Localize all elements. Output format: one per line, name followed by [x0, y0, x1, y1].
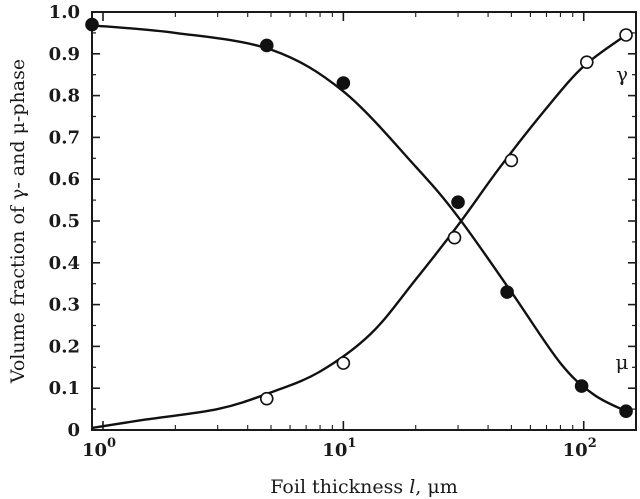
y-tick-label: 0.8 [49, 86, 80, 107]
y-axis-ticks: 0 0.1 0.2 0.3 0.4 0.5 0.6 0.7 0.8 0.9 1.0 [49, 2, 636, 441]
y-axis-title: Volume fraction of γ- and μ-phase [7, 59, 29, 384]
x-tick-label: 102 [563, 436, 597, 461]
gamma-series-label: γ [616, 62, 628, 86]
y-tick-label: 0.9 [49, 44, 80, 65]
x-axis-title-part: Foil thickness [270, 476, 409, 498]
mu-data-point [451, 195, 465, 209]
y-tick-label: 0.2 [49, 336, 80, 357]
y-tick-label: 1.0 [49, 2, 80, 23]
gamma-data-point [504, 153, 519, 168]
mu-data-point [336, 76, 351, 90]
gamma-data-point [447, 230, 462, 245]
series-labels: μγ [616, 62, 629, 374]
x-tick-label: 100 [82, 436, 116, 461]
fit-curve-gamma [91, 34, 627, 430]
y-tick-label: 0.1 [49, 378, 80, 399]
x-axis-title: Foil thickness l, μm [270, 476, 457, 498]
x-axis-title-part: l [409, 476, 415, 498]
y-tick-label: 0.4 [49, 253, 80, 274]
mu-data-point [619, 404, 633, 418]
fit-curve-mu [91, 24, 627, 413]
gamma-data-point [259, 391, 274, 406]
x-tick-label: 101 [322, 436, 356, 461]
y-tick-label: 0.5 [49, 211, 80, 232]
x-tick-exponent: 1 [347, 436, 356, 451]
fit-curves [91, 24, 627, 430]
y-tick-label: 0 [67, 420, 80, 441]
gamma-data-point [336, 356, 351, 370]
mu-series-label: μ [616, 350, 629, 374]
data-points [85, 17, 633, 418]
x-axis-title-part: , μm [415, 476, 457, 498]
gamma-data-point [619, 28, 633, 42]
x-tick-exponent: 2 [588, 436, 597, 451]
y-tick-label: 0.3 [49, 295, 80, 316]
plot-area-border [91, 11, 637, 431]
mu-data-point [85, 17, 99, 32]
mu-data-point [574, 379, 589, 393]
x-tick-exponent: 0 [107, 436, 116, 451]
mu-data-point [259, 38, 274, 53]
mu-data-point [500, 285, 514, 299]
plot-frame [91, 11, 637, 431]
y-tick-label: 0.7 [49, 127, 80, 148]
y-tick-label: 0.6 [49, 169, 80, 190]
gamma-data-point [580, 55, 594, 69]
